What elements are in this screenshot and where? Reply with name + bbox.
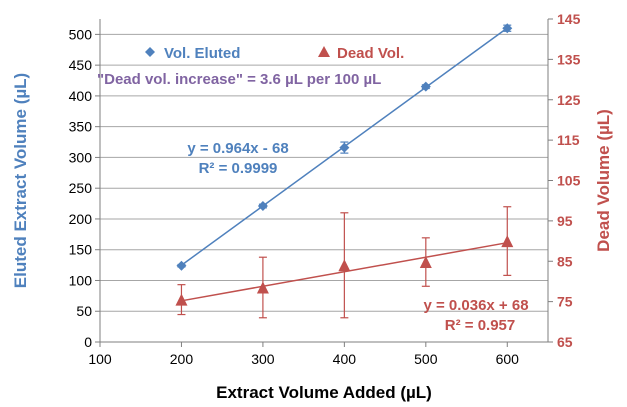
- annotation-dead-volume-increase: "Dead vol. increase" = 3.6 µL per 100 µL: [97, 71, 381, 88]
- annotation-dead-r2: R² = 0.957: [445, 317, 515, 334]
- eluted-point-4: [502, 23, 513, 34]
- y-right-tick-label-8: 145: [557, 11, 581, 27]
- y-right-tick-label-7: 135: [557, 51, 581, 67]
- legend-label-eluted: Vol. Eluted: [164, 45, 240, 62]
- x-tick-label-1: 200: [170, 351, 194, 367]
- y-left-tick-label-2: 100: [69, 272, 93, 288]
- text-layer: 0 50 100 150 200 250 300 350 400 450 500 65 75 85 95 10…: [11, 11, 613, 402]
- x-tick-label-0: 100: [88, 351, 112, 367]
- eluted-point-1: [257, 201, 268, 212]
- y-left-tick-label-10: 500: [69, 26, 93, 42]
- y-left-tick-label-0: 0: [84, 334, 92, 350]
- point-layer: [175, 23, 514, 306]
- y-left-tick-label-6: 300: [69, 149, 93, 165]
- x-axis-title: Extract Volume Added (µL): [216, 383, 432, 402]
- x-tick-label-2: 300: [251, 351, 275, 367]
- eluted-point-2: [339, 142, 350, 153]
- dead-point-1: [256, 281, 269, 294]
- y-right-tick-label-0: 65: [557, 334, 573, 350]
- dead-point-3: [419, 256, 432, 269]
- annotation-eluted-r2: R² = 0.9999: [199, 160, 278, 177]
- y-left-tick-label-1: 50: [76, 303, 92, 319]
- y-left-tick-label-9: 450: [69, 57, 93, 73]
- dead-point-2: [338, 259, 351, 272]
- dead-point-0: [175, 293, 188, 306]
- grid-layer: [100, 33, 548, 312]
- y-left-tick-label-5: 250: [69, 180, 93, 196]
- legend-label-dead: Dead Vol.: [337, 45, 404, 62]
- y-axis-right-title: Dead Volume (µL): [594, 109, 613, 252]
- annotation-eluted-equation: y = 0.964x - 68: [187, 140, 288, 157]
- x-tick-label-5: 600: [496, 351, 520, 367]
- annotation-dead-equation: y = 0.036x + 68: [423, 297, 528, 314]
- y-right-tick-label-3: 95: [557, 213, 573, 229]
- legend-marker-dead: [318, 46, 330, 57]
- y-right-tick-label-6: 125: [557, 92, 581, 108]
- y-axis-left-title: Eluted Extract Volume (µL): [11, 73, 30, 288]
- axes-layer: [95, 18, 553, 347]
- eluted-point-0: [176, 260, 187, 271]
- eluted-point-3: [420, 81, 431, 92]
- y-right-tick-label-2: 85: [557, 253, 573, 269]
- x-tick-label-3: 400: [333, 351, 357, 367]
- y-right-tick-label-4: 105: [557, 173, 581, 189]
- y-left-tick-label-7: 350: [69, 119, 93, 135]
- dead-point-4: [501, 235, 514, 248]
- y-left-tick-label-3: 150: [69, 242, 93, 258]
- y-right-tick-label-1: 75: [557, 294, 573, 310]
- y-left-tick-label-8: 400: [69, 88, 93, 104]
- x-tick-label-4: 500: [414, 351, 438, 367]
- y-left-tick-label-4: 200: [69, 211, 93, 227]
- y-right-tick-label-5: 115: [557, 132, 580, 148]
- legend-marker-eluted: [145, 47, 155, 57]
